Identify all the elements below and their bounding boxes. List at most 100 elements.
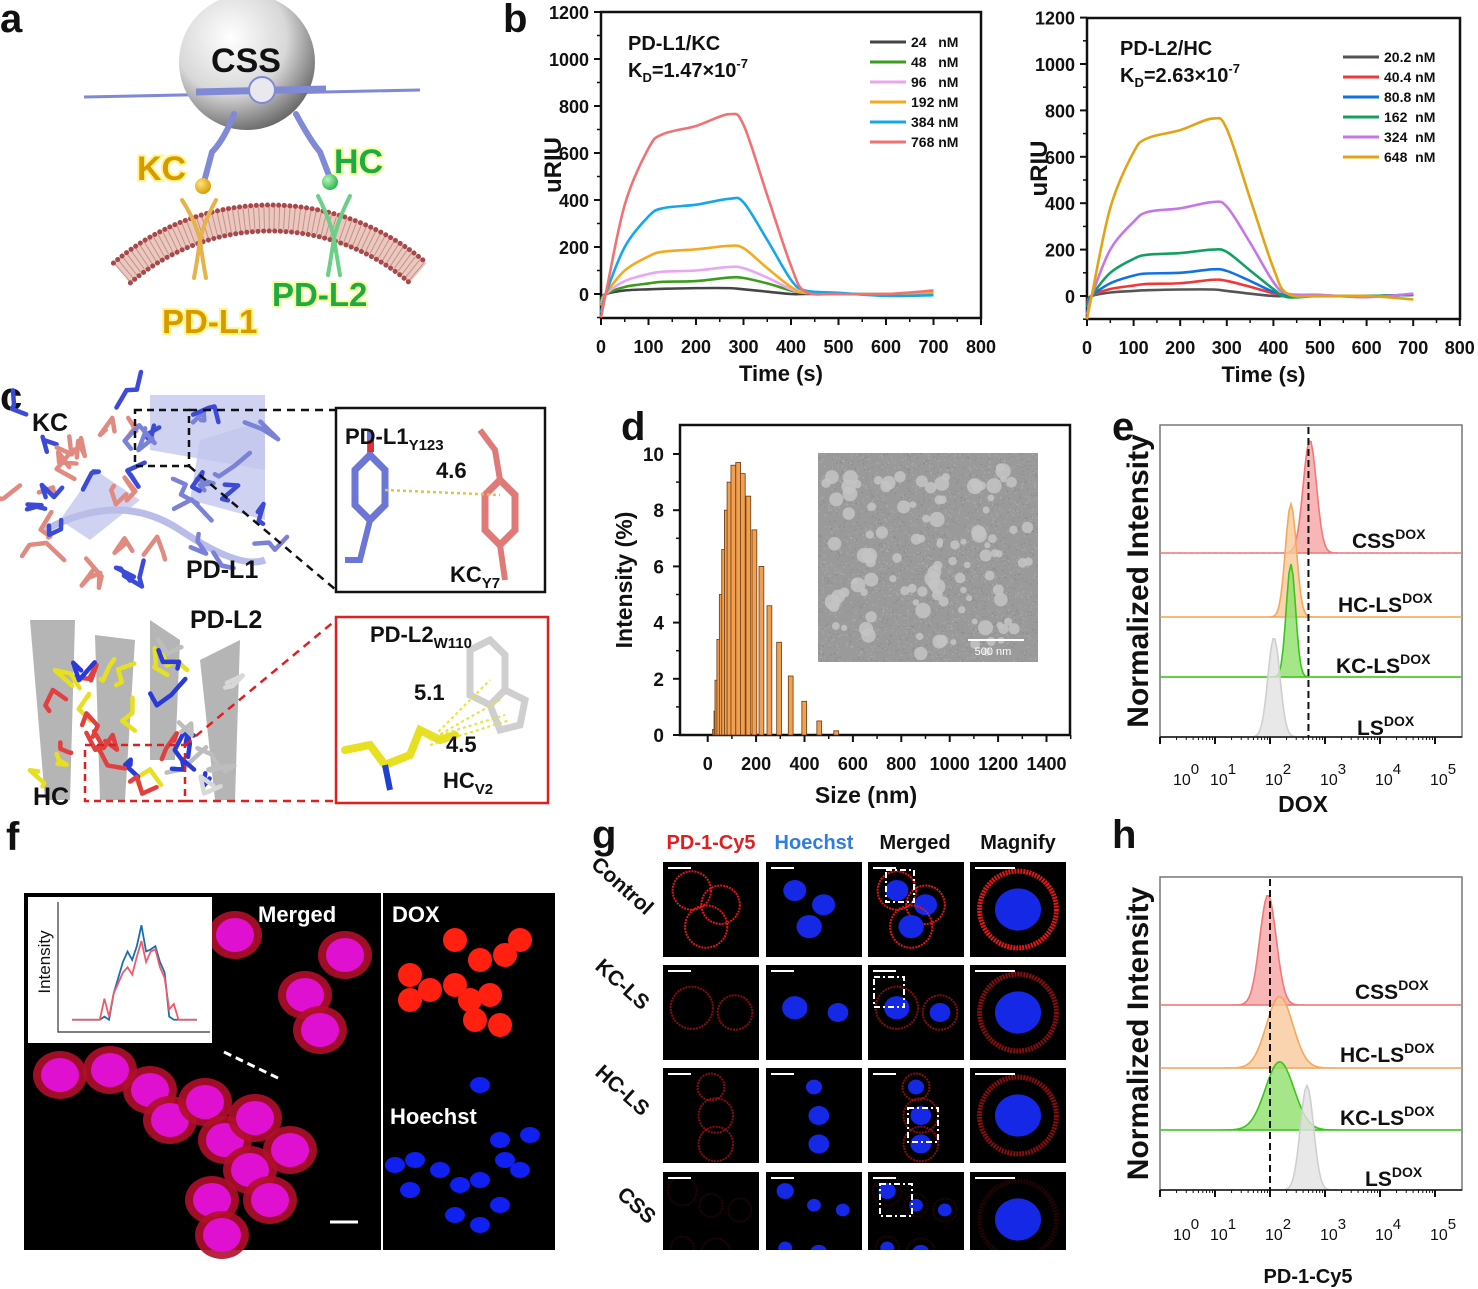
- tem-noise: [836, 585, 838, 588]
- tem-noise: [1007, 557, 1009, 559]
- tem-noise: [987, 597, 990, 599]
- tem-noise: [828, 503, 830, 506]
- tem-noise: [865, 479, 868, 481]
- tem-noise: [1004, 606, 1006, 608]
- tem-noise: [907, 469, 909, 471]
- tem-noise: [977, 658, 979, 660]
- beta-sheet: [150, 620, 180, 760]
- tem-noise: [1031, 517, 1034, 519]
- tem-noise: [873, 537, 875, 539]
- tem-noise: [918, 465, 920, 467]
- tem-noise: [1021, 453, 1023, 456]
- tem-noise: [960, 547, 962, 549]
- histogram-bar: [816, 720, 823, 736]
- tem-noise: [885, 542, 887, 545]
- tem-noise: [915, 485, 917, 488]
- tem-noise: [1024, 606, 1027, 608]
- tem-noise: [935, 529, 937, 531]
- tem-noise: [887, 542, 889, 544]
- tem-noise: [860, 606, 862, 609]
- residue-stick: [70, 660, 97, 683]
- tem-noise: [1007, 642, 1009, 644]
- tem-noise: [971, 511, 973, 514]
- tem-noise: [928, 500, 930, 502]
- tem-noise: [854, 529, 856, 531]
- tem-noise: [954, 464, 956, 466]
- tem-noise: [906, 600, 908, 602]
- hc-linker: [293, 111, 333, 181]
- tem-noise: [979, 556, 981, 559]
- tem-noise: [1025, 518, 1027, 520]
- tem-noise: [889, 641, 891, 643]
- histogram-bar: [735, 462, 741, 736]
- cell-membrane: [110, 202, 430, 286]
- tem-noise: [972, 576, 975, 578]
- micrograph-content: [805, 1079, 830, 1154]
- tem-noise: [1003, 503, 1005, 505]
- tem-noise: [1003, 545, 1005, 547]
- tem-noise: [1034, 644, 1036, 647]
- tem-noise: [1008, 651, 1010, 654]
- tem-noise: [925, 453, 927, 455]
- tem-noise: [864, 597, 866, 600]
- tem-noise: [952, 610, 954, 612]
- tem-noise: [1032, 509, 1034, 511]
- tem-noise: [1002, 526, 1004, 528]
- nucleus-signal: [778, 1241, 793, 1250]
- tem-noise: [944, 652, 946, 654]
- tem-noise: [980, 457, 982, 459]
- tem-noise: [887, 548, 889, 550]
- tem-noise: [905, 544, 907, 547]
- hoechst-nucleus: [520, 1127, 540, 1143]
- tem-noise: [960, 604, 962, 606]
- tem-noise: [894, 467, 896, 469]
- tem-noise: [996, 476, 998, 479]
- tem-noise: [978, 551, 980, 553]
- tem-noise: [922, 571, 924, 573]
- tem-noise: [1010, 610, 1012, 612]
- tem-noise: [924, 523, 926, 525]
- tem-noise: [896, 543, 898, 545]
- beta-sheet: [30, 620, 75, 800]
- tem-noise: [1035, 596, 1038, 598]
- nucleus-signal: [808, 1105, 830, 1126]
- tem-noise: [934, 646, 936, 648]
- tem-noise: [904, 494, 906, 496]
- nitrogen-atom: [382, 764, 393, 791]
- tem-noise: [1009, 509, 1011, 511]
- tem-noise: [926, 644, 928, 646]
- tem-noise: [984, 565, 986, 567]
- tem-noise: [819, 607, 821, 609]
- x-tick-label: 105: [1430, 1216, 1456, 1244]
- residue-stick: [242, 419, 281, 442]
- tem-noise: [893, 636, 895, 638]
- tem-noise: [929, 513, 931, 515]
- tem-noise: [985, 541, 988, 543]
- tem-noise: [1007, 652, 1009, 654]
- tem-noise: [1035, 492, 1037, 494]
- tem-noise: [898, 573, 901, 575]
- tem-noise: [893, 591, 895, 593]
- tem-particle: [994, 592, 1008, 607]
- tem-noise: [1026, 612, 1029, 614]
- tem-noise: [905, 639, 908, 641]
- tem-noise: [826, 511, 828, 513]
- tem-noise: [996, 503, 999, 505]
- tem-noise: [920, 503, 923, 506]
- tem-noise: [949, 569, 951, 571]
- nucleus-signal: [937, 1203, 952, 1217]
- tem-noise: [872, 495, 874, 497]
- tem-particle: [979, 549, 992, 562]
- tem-noise: [978, 455, 981, 457]
- tem-noise: [1032, 454, 1034, 456]
- tem-noise: [996, 645, 998, 647]
- tem-noise: [993, 650, 995, 653]
- tem-noise: [1001, 575, 1003, 578]
- tem-noise: [905, 549, 907, 551]
- tem-noise: [960, 499, 963, 501]
- tem-noise: [874, 630, 876, 632]
- tem-noise: [909, 490, 911, 492]
- tem-noise: [886, 459, 888, 461]
- tem-noise: [1031, 583, 1033, 585]
